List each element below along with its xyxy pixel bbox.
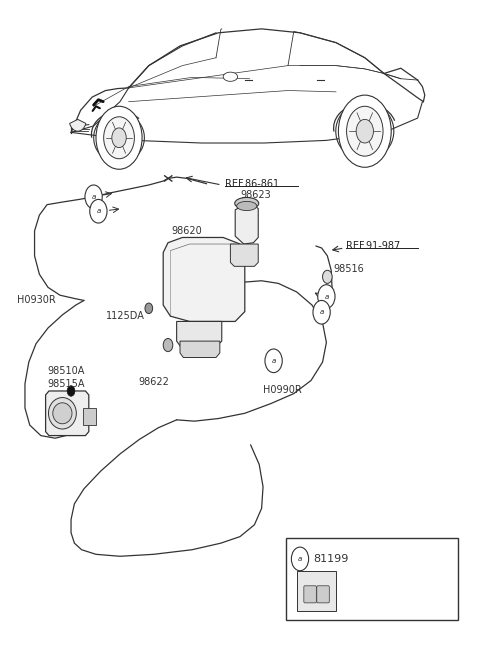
Text: a: a xyxy=(92,194,96,200)
Text: 98510A: 98510A xyxy=(47,365,84,376)
Text: REF.86-861: REF.86-861 xyxy=(225,178,279,189)
Circle shape xyxy=(313,300,330,324)
Ellipse shape xyxy=(237,201,257,211)
Circle shape xyxy=(338,95,391,167)
Circle shape xyxy=(145,303,153,314)
Circle shape xyxy=(291,547,309,571)
Polygon shape xyxy=(163,237,245,321)
Text: a: a xyxy=(320,309,324,316)
Circle shape xyxy=(67,386,75,396)
Text: REF.91-987: REF.91-987 xyxy=(346,241,400,251)
Polygon shape xyxy=(230,244,258,266)
Circle shape xyxy=(85,185,102,209)
Text: 98516: 98516 xyxy=(334,264,364,274)
Ellipse shape xyxy=(223,72,238,81)
Circle shape xyxy=(90,199,107,223)
Circle shape xyxy=(323,270,332,283)
Circle shape xyxy=(265,349,282,373)
Text: a: a xyxy=(272,358,276,364)
Circle shape xyxy=(96,106,142,169)
Circle shape xyxy=(112,128,126,148)
Text: 1125DA: 1125DA xyxy=(106,311,144,321)
Ellipse shape xyxy=(53,403,72,424)
Text: a: a xyxy=(324,293,328,300)
Ellipse shape xyxy=(235,197,259,209)
Circle shape xyxy=(163,338,173,352)
Circle shape xyxy=(347,106,383,156)
Text: 98622: 98622 xyxy=(138,377,169,387)
Circle shape xyxy=(356,119,373,143)
Polygon shape xyxy=(180,341,220,358)
FancyBboxPatch shape xyxy=(286,538,458,620)
Polygon shape xyxy=(177,321,222,349)
Text: 98515A: 98515A xyxy=(47,379,84,389)
Text: 98620: 98620 xyxy=(172,226,203,236)
FancyBboxPatch shape xyxy=(304,586,316,603)
Text: a: a xyxy=(96,208,100,215)
FancyBboxPatch shape xyxy=(317,586,329,603)
Polygon shape xyxy=(46,391,89,436)
Text: 98623: 98623 xyxy=(240,190,271,201)
Circle shape xyxy=(318,285,335,308)
Text: H0990R: H0990R xyxy=(263,385,302,396)
FancyBboxPatch shape xyxy=(297,571,336,611)
Text: a: a xyxy=(298,556,302,562)
Text: 81199: 81199 xyxy=(313,554,348,564)
Ellipse shape xyxy=(48,398,76,429)
FancyBboxPatch shape xyxy=(83,408,96,425)
Text: H0930R: H0930R xyxy=(17,295,56,306)
Circle shape xyxy=(104,117,134,159)
Wedge shape xyxy=(70,119,86,131)
Polygon shape xyxy=(235,205,258,244)
